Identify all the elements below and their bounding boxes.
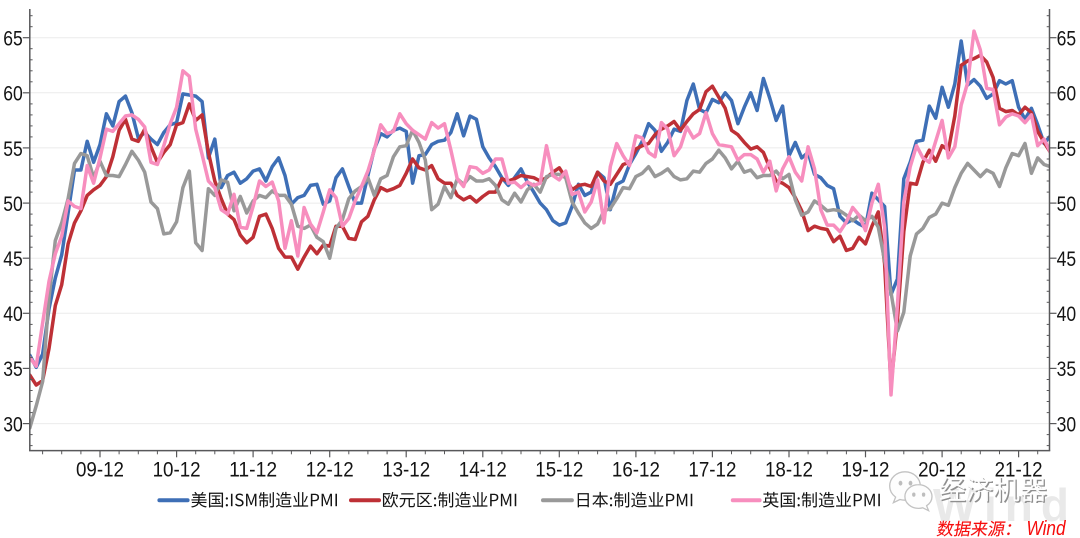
svg-text:65: 65	[1057, 28, 1077, 51]
svg-text:60: 60	[1057, 83, 1077, 106]
svg-text:14-12: 14-12	[459, 458, 507, 481]
svg-text:12-12: 12-12	[306, 458, 354, 481]
svg-text:21-12: 21-12	[995, 458, 1043, 481]
svg-text:17-12: 17-12	[688, 458, 736, 481]
svg-text:50: 50	[3, 193, 23, 216]
svg-text:18-12: 18-12	[765, 458, 813, 481]
svg-text:11-12: 11-12	[229, 458, 277, 481]
svg-text:09-12: 09-12	[76, 458, 124, 481]
svg-text:40: 40	[3, 303, 23, 326]
svg-text:55: 55	[1057, 138, 1077, 161]
svg-text:65: 65	[3, 28, 23, 51]
svg-text:16-12: 16-12	[612, 458, 660, 481]
svg-text:55: 55	[3, 138, 23, 161]
svg-text:Wind: Wind	[1027, 518, 1067, 538]
svg-text:19-12: 19-12	[842, 458, 890, 481]
svg-text:40: 40	[1057, 303, 1077, 326]
svg-text:60: 60	[3, 83, 23, 106]
svg-text:35: 35	[1057, 358, 1077, 381]
svg-text:13-12: 13-12	[382, 458, 430, 481]
svg-text:20-12: 20-12	[918, 458, 966, 481]
svg-text:30: 30	[1057, 413, 1077, 436]
svg-text:50: 50	[1057, 193, 1077, 216]
svg-text:45: 45	[3, 248, 23, 271]
svg-text:15-12: 15-12	[535, 458, 583, 481]
svg-text:35: 35	[3, 358, 23, 381]
svg-text:45: 45	[1057, 248, 1077, 271]
svg-text:10-12: 10-12	[153, 458, 201, 481]
svg-text:30: 30	[3, 413, 23, 436]
